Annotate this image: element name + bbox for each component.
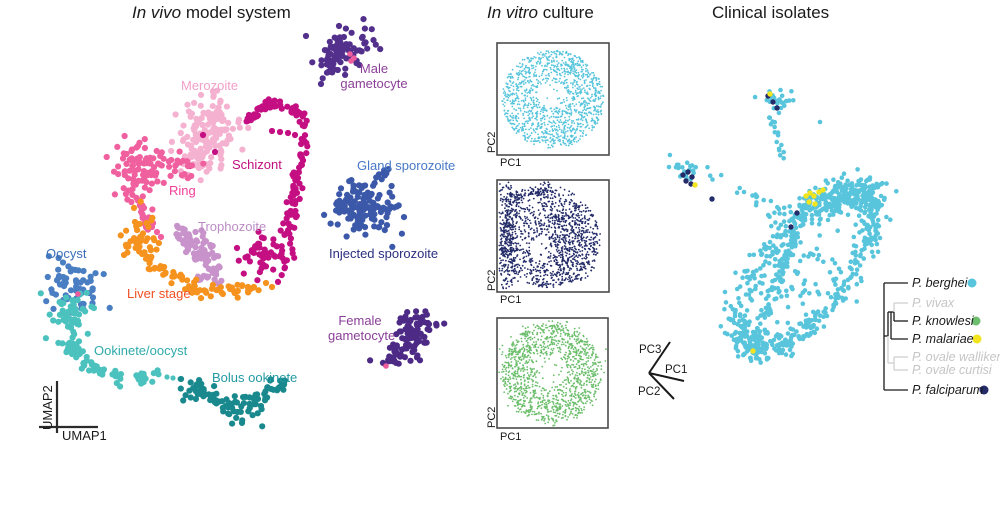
legend-species-falciparum: P. falciparum — [912, 383, 984, 397]
tripod-pc1-label: PC1 — [665, 364, 688, 376]
in-vitro-title: In vitro culture — [487, 3, 594, 23]
pca3-y-axis-label: PC2 — [486, 406, 498, 428]
cluster-label-gland-sporozoite: Gland sporozoite — [357, 158, 456, 173]
in-vivo-title: In vivo model system — [132, 3, 291, 23]
in-vitro-title-rest: culture — [538, 3, 594, 22]
cluster-label-trophozoite: Trophozoite — [198, 219, 267, 234]
cluster-label-bolus-ookinete: Bolus ookinete — [212, 370, 298, 385]
clinical-title: Clinical isolates — [712, 3, 830, 22]
legend-species-ovale-curtisi: P. ovale curtisi — [912, 363, 992, 377]
cluster-label-merozoite: Merozoite — [181, 78, 239, 93]
cluster-label-oocyst: Oocyst — [46, 246, 87, 261]
pca1-x-axis-label: PC1 — [500, 157, 522, 169]
umap1-axis-label: UMAP1 — [62, 428, 107, 443]
legend-species-berghei: P. berghei — [912, 276, 968, 290]
umap2-axis-label: UMAP2 — [40, 385, 55, 430]
legend-species-malariae: P. malariae — [912, 332, 974, 346]
tripod-pc2-label: PC2 — [638, 386, 661, 398]
in-vivo-title-rest: model system — [181, 3, 291, 22]
cluster-label-ookinete-oocyst: Ookinete/oocyst — [94, 343, 188, 358]
pca2-y-axis-label: PC2 — [486, 269, 498, 291]
legend-species-knowlesi: P. knowlesi — [912, 314, 974, 328]
cluster-label-male-gametocyte: Male gametocyte — [340, 61, 408, 91]
in-vitro-title-italic: In vitro — [487, 3, 539, 22]
tripod-pc3-label: PC3 — [639, 344, 662, 356]
legend-species-vivax: P. vivax — [912, 296, 955, 310]
scatter-points — [37, 16, 989, 430]
cluster-label-liver-stage: Liver stage — [127, 286, 191, 301]
pca2-x-axis-label: PC1 — [500, 294, 522, 306]
cluster-label-ring: Ring — [169, 183, 196, 198]
pca3-x-axis-label: PC1 — [500, 431, 522, 443]
cluster-label-female-gametocyte: Female gametocyte — [328, 313, 396, 343]
pca1-y-axis-label: PC2 — [486, 131, 498, 153]
legend-species-ovale-wallikeri: P. ovale wallikeri — [912, 350, 1000, 364]
in-vivo-title-italic: In vivo — [132, 3, 182, 22]
cluster-label-injected-sporozoite: Injected sporozoite — [329, 246, 439, 261]
cluster-label-schizont: Schizont — [232, 157, 282, 172]
pca-frames — [496, 42, 610, 429]
axis-and-tree-lines — [39, 282, 908, 433]
